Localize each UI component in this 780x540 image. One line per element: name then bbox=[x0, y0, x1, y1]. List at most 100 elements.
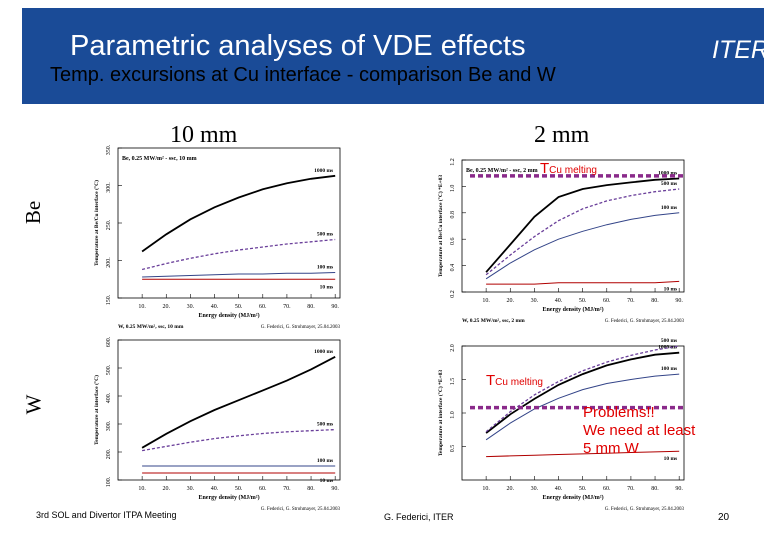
y-axis-label: Temperature at interface (°C) bbox=[93, 375, 100, 445]
x-tick-label: 60. bbox=[259, 304, 267, 310]
chart-w-2mm: 0.5 1.0 1.5 2.0 10. 20. 30. 40. 50. 60. 70. 80. 90. E… bbox=[437, 338, 684, 512]
slide-title: Parametric analyses of VDE effects bbox=[70, 30, 526, 62]
series-line-500-ms bbox=[485, 188, 680, 276]
series-label: 10 ms bbox=[664, 286, 678, 292]
series-label: 100 ms bbox=[661, 366, 677, 372]
y-tick-label: 0.6 bbox=[450, 237, 456, 245]
x-tick-label: 70. bbox=[627, 298, 635, 304]
x-tick-label: 30. bbox=[531, 486, 539, 492]
x-tick-label: 20. bbox=[507, 298, 515, 304]
chart-w-10mm: 100. 200. 300. 400. 500. 600. 10. 20. 30. 40. 50. 6… bbox=[93, 336, 340, 512]
series-line-10-ms bbox=[486, 280, 680, 285]
x-tick-label: 40. bbox=[211, 304, 219, 310]
x-tick-label: 20. bbox=[507, 486, 515, 492]
x-tick-label: 50. bbox=[579, 486, 587, 492]
org-label: ITER bbox=[712, 36, 769, 64]
chart-be-10mm: 150. 200. 250. 300. 350. 10. 20. 30. 40. 50. 60. 70… bbox=[93, 144, 340, 330]
chart-source: G. Federici, G. Strohmayer, 25.04.2003 bbox=[261, 325, 341, 330]
y-tick-label: 0.8 bbox=[450, 211, 456, 219]
series-line-100-ms bbox=[485, 373, 680, 441]
x-tick-label: 80. bbox=[307, 304, 315, 310]
problems-line-2: We need at least bbox=[583, 422, 696, 439]
x-tick-label: 50. bbox=[235, 486, 243, 492]
series-label: 10 ms bbox=[320, 284, 334, 290]
problems-line-3: 5 mm W bbox=[583, 440, 639, 457]
column-label-10mm: 10 mm bbox=[170, 122, 238, 148]
series-label: 500 ms bbox=[661, 181, 677, 187]
y-tick-label: 200. bbox=[106, 257, 112, 268]
x-tick-label: 40. bbox=[211, 486, 219, 492]
x-tick-label: 90. bbox=[675, 486, 683, 492]
y-tick-label: 600. bbox=[106, 336, 112, 347]
y-tick-label: 400. bbox=[106, 392, 112, 403]
x-axis-label: Energy density (MJ/m²) bbox=[542, 306, 603, 313]
chart-source: G. Federici, G. Strohmayer, 25.04.2003 bbox=[605, 319, 685, 324]
y-tick-label: 150. bbox=[106, 294, 112, 305]
x-tick-label: 10. bbox=[138, 486, 146, 492]
y-tick-label: 200. bbox=[106, 448, 112, 459]
series-label: 100 ms bbox=[661, 205, 677, 211]
y-axis-label: Temperature at Be/Cu interface (°C) bbox=[93, 180, 100, 266]
series-label: 10 ms bbox=[320, 478, 334, 484]
y-tick-label: 350. bbox=[106, 144, 112, 155]
x-tick-label: 80. bbox=[651, 298, 659, 304]
x-tick-label: 50. bbox=[579, 298, 587, 304]
series-label: 1000 ms bbox=[658, 170, 677, 176]
y-tick-label: 0.5 bbox=[450, 445, 456, 453]
x-tick-label: 60. bbox=[259, 486, 267, 492]
series-label: 100 ms bbox=[317, 265, 333, 271]
x-tick-label: 10. bbox=[482, 298, 490, 304]
chart-credit: W, 0.25 MW/m², ssc, 2 mm bbox=[462, 318, 525, 324]
series-label: 100 ms bbox=[317, 458, 333, 464]
slide-subtitle: Temp. excursions at Cu interface - compa… bbox=[50, 64, 556, 86]
x-axis-label: Energy density (MJ/m²) bbox=[542, 494, 603, 501]
series-line-1000-ms bbox=[485, 177, 680, 273]
page-number: 20 bbox=[718, 512, 730, 523]
series-label: 1000 ms bbox=[314, 168, 333, 174]
x-tick-label: 10. bbox=[482, 486, 490, 492]
plot-frame bbox=[461, 159, 685, 293]
series-label: 500 ms bbox=[661, 338, 677, 344]
series-line-100-ms bbox=[142, 272, 336, 278]
y-tick-label: 1.0 bbox=[450, 411, 456, 419]
series-label: 1000 ms bbox=[314, 349, 333, 355]
chart-credit: W, 0.25 MW/m², ssc, 10 mm bbox=[118, 324, 184, 330]
cu-melting-label-top: TCu melting bbox=[540, 160, 597, 177]
x-tick-label: 30. bbox=[187, 486, 195, 492]
x-tick-label: 60. bbox=[603, 298, 611, 304]
series-line-1000-ms bbox=[141, 356, 336, 449]
chart-be-2mm: 0.2 0.4 0.6 0.8 1.0 1.2 10. 20. 30. 40. 50. 60. 70. 8… bbox=[437, 158, 684, 324]
y-tick-label: 250. bbox=[106, 219, 112, 230]
series-line-100-ms bbox=[485, 212, 680, 280]
y-tick-label: 100. bbox=[106, 476, 112, 487]
chart-title: Be, 0.25 MW/m² - ssc, 2 mm bbox=[466, 168, 538, 174]
x-tick-label: 80. bbox=[307, 486, 315, 492]
y-tick-label: 1.2 bbox=[450, 158, 456, 166]
x-tick-label: 60. bbox=[603, 486, 611, 492]
x-tick-label: 90. bbox=[675, 298, 683, 304]
chart-source: G. Federici, G. Strohmayer, 25.04.2003 bbox=[261, 507, 341, 512]
column-label-2mm: 2 mm bbox=[534, 122, 590, 148]
x-tick-label: 30. bbox=[531, 298, 539, 304]
y-tick-label: 1.5 bbox=[450, 378, 456, 386]
cu-melting-label-bottom: TCu melting bbox=[486, 372, 543, 389]
y-axis-label: Temperature at Be/Cu interface (°C) *E+0… bbox=[437, 175, 444, 278]
x-axis-label: Energy density (MJ/m²) bbox=[198, 494, 259, 501]
series-line-1000-ms bbox=[141, 174, 336, 253]
y-tick-label: 0.4 bbox=[450, 264, 456, 272]
cu-melting-sub: Cu melting bbox=[495, 377, 543, 388]
plot-frame bbox=[117, 339, 341, 481]
x-tick-label: 70. bbox=[283, 486, 291, 492]
series-line-500-ms bbox=[141, 238, 336, 271]
y-axis-label: Temperature at interface (°C) *E+03 bbox=[437, 370, 444, 457]
x-tick-label: 90. bbox=[331, 304, 339, 310]
title-banner: Parametric analyses of VDE effects ITER bbox=[22, 8, 769, 104]
y-tick-label: 300. bbox=[106, 182, 112, 193]
series-label: 500 ms bbox=[317, 232, 333, 238]
series-label: 1000 ms bbox=[658, 345, 677, 351]
y-tick-label: 0.2 bbox=[450, 290, 456, 298]
x-tick-label: 80. bbox=[651, 486, 659, 492]
x-tick-label: 40. bbox=[555, 486, 563, 492]
cu-melting-t: T bbox=[540, 160, 550, 177]
